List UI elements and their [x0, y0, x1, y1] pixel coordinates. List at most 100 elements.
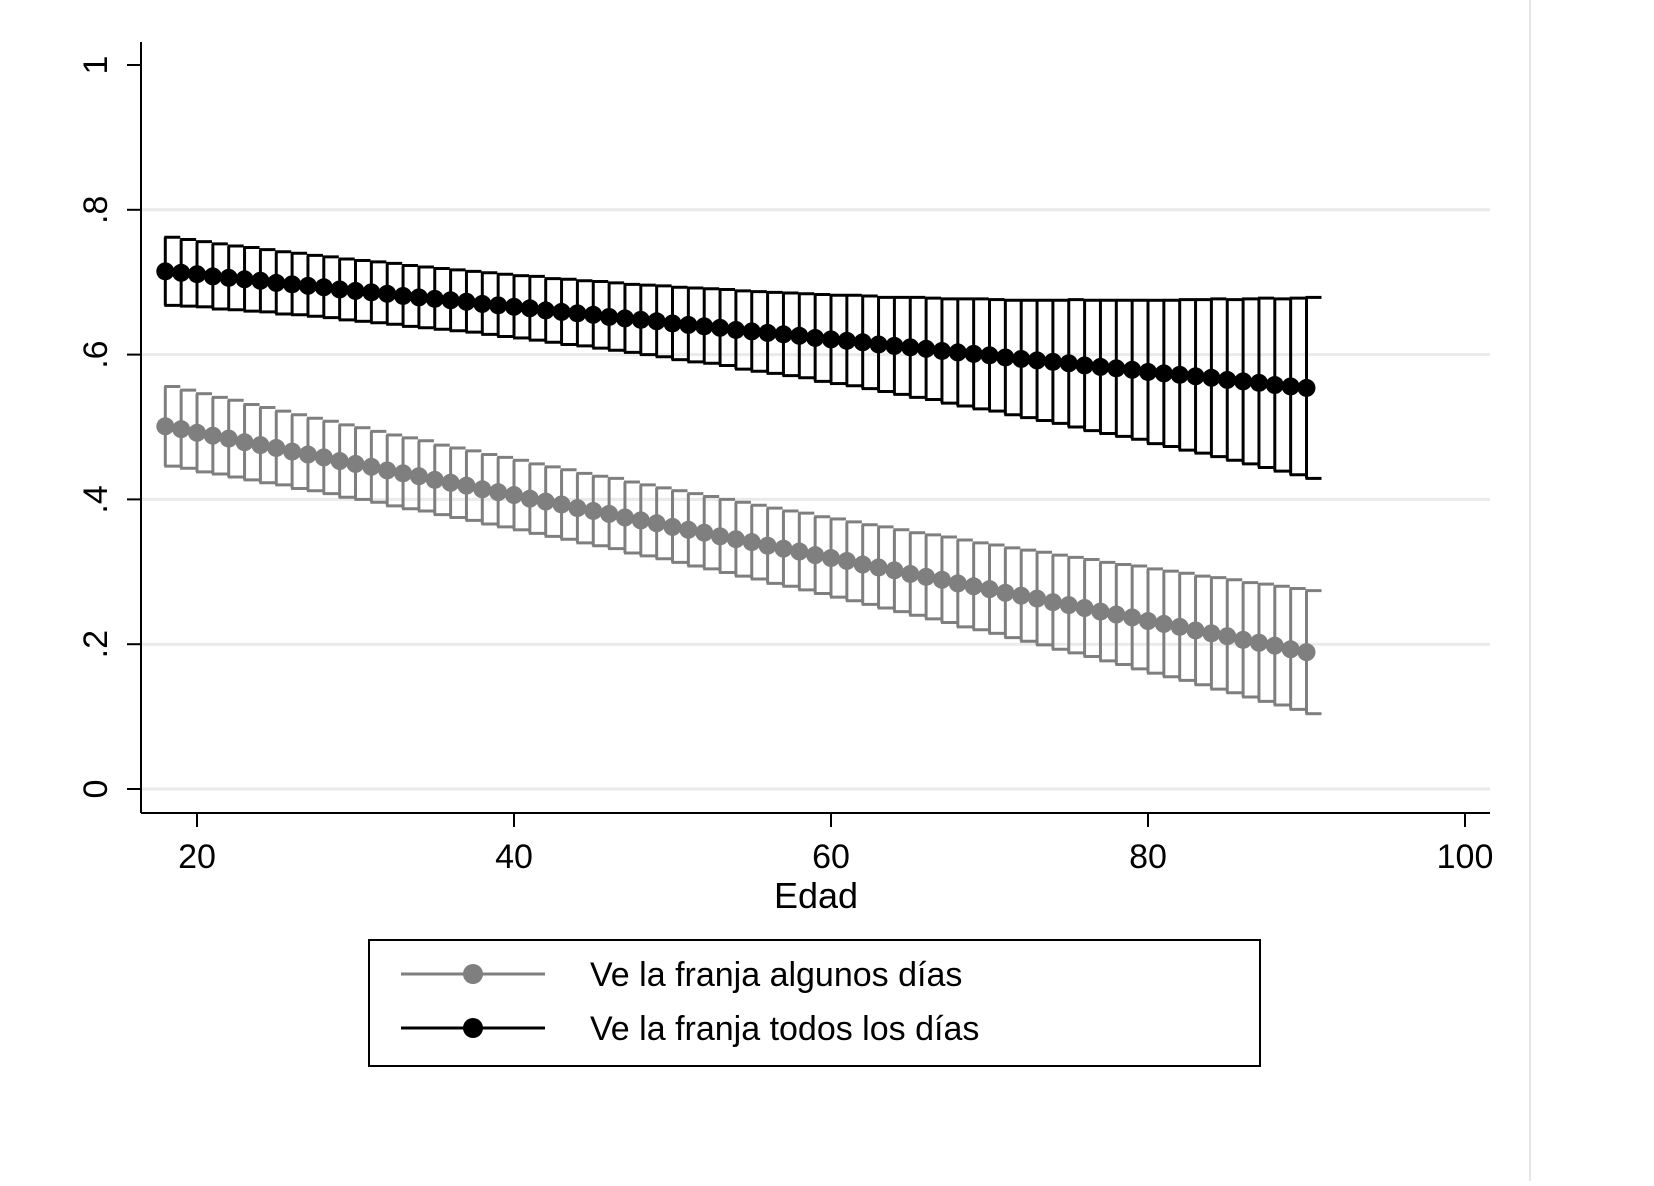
data-point: [1107, 605, 1126, 624]
data-point: [758, 323, 777, 342]
legend: Ve la franja algunos días Ve la franja t…: [368, 939, 1261, 1067]
data-point: [758, 536, 777, 555]
data-point: [695, 317, 714, 336]
data-point: [901, 564, 920, 583]
data-point: [283, 442, 302, 461]
data-point: [489, 296, 508, 315]
data-point: [1012, 586, 1031, 605]
data-point: [948, 343, 967, 362]
data-point: [203, 426, 222, 445]
data-point: [267, 273, 286, 292]
data-point: [1075, 599, 1094, 617]
data-point: [1234, 372, 1253, 391]
data-point: [394, 286, 413, 305]
data-point: [1028, 351, 1047, 370]
data-point: [188, 265, 206, 284]
data-point: [1249, 373, 1268, 392]
data-point: [251, 436, 270, 455]
data-point: [1043, 593, 1062, 612]
data-point: [822, 330, 840, 349]
data-point: [1186, 621, 1205, 640]
data-point: [362, 283, 381, 302]
data-point: [647, 514, 666, 533]
data-point: [1186, 367, 1205, 386]
x-tick-label: 40: [495, 838, 533, 876]
data-point: [1249, 633, 1268, 652]
y-tick-label: .8: [77, 196, 115, 224]
data-point: [378, 461, 397, 480]
data-point: [774, 539, 793, 558]
x-tick-label: 60: [812, 838, 850, 876]
legend-box: [368, 939, 1261, 1067]
data-point: [964, 344, 983, 363]
data-point: [806, 546, 825, 565]
data-point: [409, 467, 428, 486]
data-point: [1170, 617, 1189, 636]
data-point: [457, 476, 476, 495]
data-point: [172, 420, 191, 439]
data-point: [1123, 608, 1142, 627]
data-point: [1139, 362, 1157, 381]
data-point: [853, 333, 872, 352]
data-point: [1281, 377, 1300, 396]
data-point: [1154, 364, 1173, 383]
data-point: [1139, 612, 1157, 631]
data-point: [869, 335, 888, 354]
data-point: [1043, 352, 1062, 371]
data-point: [235, 433, 254, 452]
legend-marker-gray: [463, 964, 483, 984]
data-point: [932, 570, 951, 589]
data-point: [742, 322, 761, 341]
data-point: [425, 289, 444, 308]
data-point: [156, 262, 175, 281]
data-point: [536, 301, 555, 320]
data-point: [631, 511, 650, 530]
data-point: [790, 326, 809, 345]
data-point: [1075, 356, 1094, 375]
data-point: [1281, 640, 1300, 659]
data-point: [1297, 378, 1316, 397]
data-point: [1297, 643, 1316, 662]
data-point: [330, 280, 349, 299]
legend-label-todos: Ve la franja todos los días: [590, 1010, 979, 1048]
data-point: [726, 320, 745, 339]
data-point: [1059, 596, 1078, 615]
data-point: [1091, 602, 1110, 621]
data-point: [409, 288, 428, 307]
y-tick-label: .2: [77, 630, 115, 658]
y-tick-label: 1: [77, 56, 115, 75]
data-point: [568, 499, 587, 518]
data-point: [726, 530, 745, 549]
data-point: [378, 284, 397, 303]
data-point: [346, 454, 365, 473]
data-point: [267, 438, 286, 457]
data-point: [711, 527, 730, 546]
data-point: [980, 580, 999, 599]
data-point: [663, 517, 682, 536]
data-point: [901, 338, 920, 357]
data-point: [647, 312, 666, 331]
data-point: [932, 341, 951, 360]
data-point: [615, 309, 634, 328]
data-point: [742, 533, 761, 552]
data-point: [188, 423, 206, 442]
data-point: [203, 267, 222, 286]
data-point: [1218, 627, 1237, 646]
data-point: [600, 504, 619, 523]
legend-marker-black: [463, 1018, 483, 1038]
data-point: [1170, 365, 1189, 384]
data-point: [1202, 368, 1221, 387]
data-point: [505, 297, 523, 316]
data-point: [663, 314, 682, 333]
data-point: [711, 318, 730, 337]
axes: [140, 42, 1490, 814]
data-point: [885, 336, 904, 355]
data-point: [584, 501, 603, 520]
x-ticks: 20 40 60 80 100: [178, 813, 1493, 876]
data-point: [695, 523, 714, 542]
series-todos-los-dias: [156, 235, 1322, 480]
data-point: [822, 549, 840, 568]
series-algunos-dias: [156, 384, 1322, 716]
series-layer: [156, 235, 1322, 716]
